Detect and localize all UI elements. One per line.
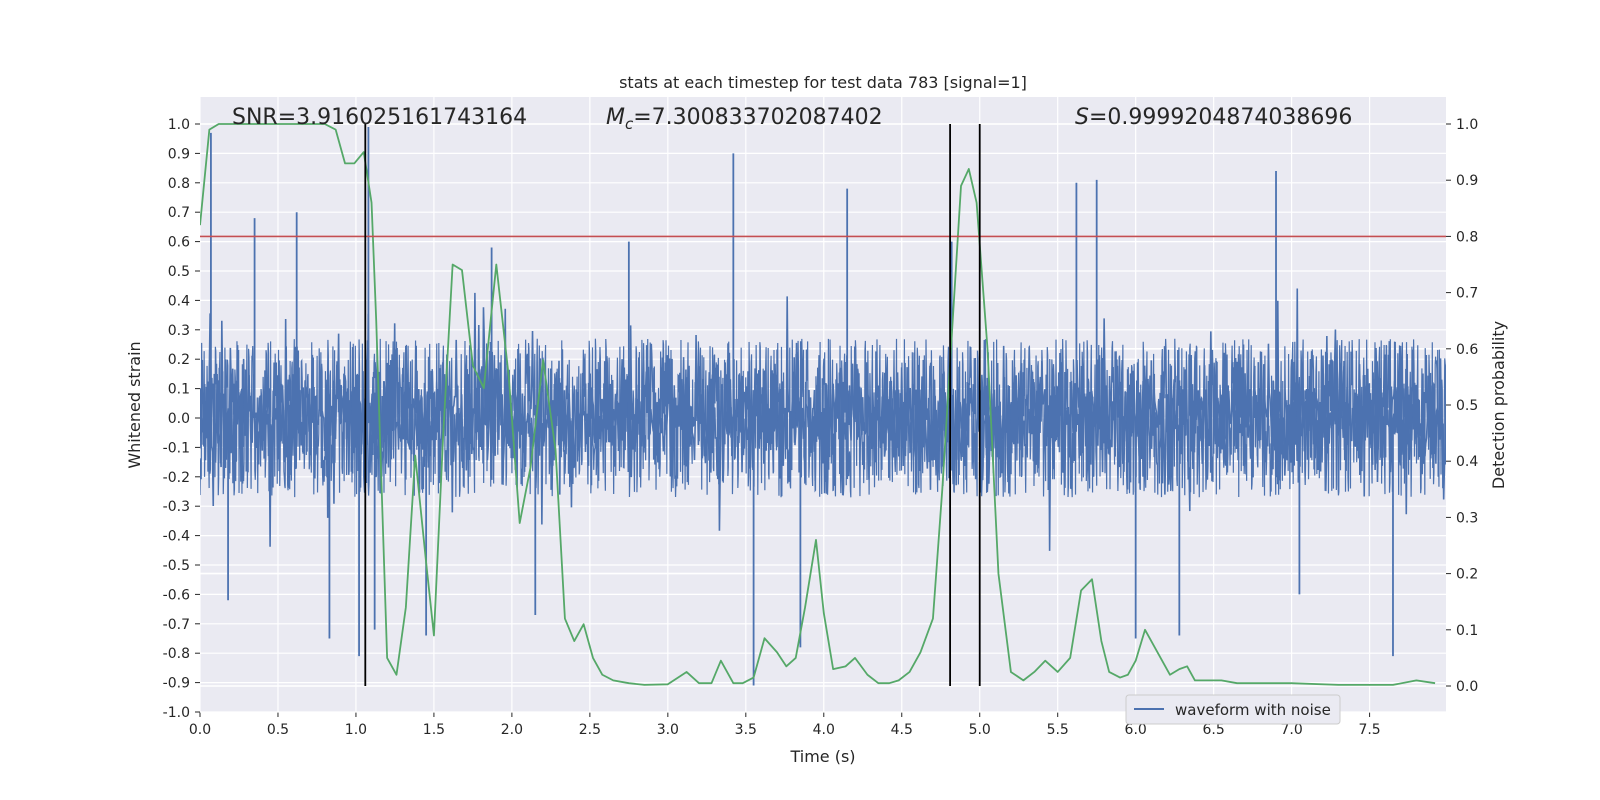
x-axis-title: Time (s) [789,747,855,766]
y-right-tick-label: 1.0 [1456,117,1478,133]
y-tick-label: -0.2 [163,470,190,486]
snr-annotation: SNR=3.916025161743164 [232,105,527,130]
y-tick-label: 0.3 [168,323,190,339]
x-tick-label: 3.5 [735,722,757,738]
x-tick-label: 5.0 [969,722,991,738]
y-tick-label: -0.4 [163,529,190,545]
y-tick-label: 0.2 [168,352,190,368]
y-right-tick-label: 0.1 [1456,623,1478,639]
y-tick-label: -0.5 [163,558,190,574]
chirp-mass-subscript: c [625,115,634,133]
legend-box [1125,694,1341,725]
chirp-mass-annotation: Mc=7.300833702087402 [606,105,883,133]
y-tick-label: -0.3 [163,499,190,515]
y-right-tick-label: 0.3 [1456,510,1478,526]
y-right-tick-label: 0.8 [1456,229,1478,245]
y-tick-label: 0.5 [168,264,190,280]
x-tick-label: 7.0 [1280,722,1302,738]
strain-series [200,126,1446,686]
legend-label: waveform with noise [1175,701,1331,719]
x-tick-label: 1.5 [423,722,445,738]
x-tick-label: 0.0 [189,722,211,738]
y-tick-label: 1.0 [168,117,190,133]
chirp-mass-symbol: M [606,105,625,130]
y-right-tick-label: 0.6 [1456,342,1478,358]
y-right-tick-label: 0.0 [1456,679,1478,695]
y-tick-label: -0.1 [163,440,190,456]
x-tick-label: 1.0 [345,722,367,738]
legend: waveform with noise [1125,694,1341,725]
x-tick-label: 3.0 [657,722,679,738]
x-tick-label: 4.5 [891,722,913,738]
y-tick-label: -0.6 [163,587,190,603]
y-right-tick-label: 0.5 [1456,398,1478,414]
x-tick-labels: 0.0 0.5 1.0 1.5 2.0 2.5 3.0 3.5 4.0 4.5 5.0 5.5 6.0 6… [189,722,1381,738]
chirp-mass-value: =7.300833702087402 [633,105,882,130]
x-tick-label: 6.0 [1125,722,1147,738]
y-tick-label: 0.9 [168,146,190,162]
score-value: =0.9999204874038696 [1089,105,1352,130]
x-tick-label: 2.5 [579,722,601,738]
probability-line [200,123,1436,686]
score-annotation: S=0.9999204874038696 [1075,105,1352,130]
x-tick-label: 4.0 [813,722,835,738]
y-tick-labels: 1.0 0.9 0.8 0.7 0.6 0.5 0.4 0.3 0.2 0.1 0.0 -0.1 -0.… [163,117,190,721]
y-tick-label: -0.8 [163,646,190,662]
y-tick-label: 0.1 [168,382,190,398]
y-tick-label: 0.8 [168,176,190,192]
y-axis-title: Whitened strain [125,341,144,468]
y-tick-label: -0.7 [163,617,190,633]
y-right-tick-labels: 1.0 0.9 0.8 0.7 0.6 0.5 0.4 0.3 0.2 0.1 0.0 [1456,117,1478,695]
chart-title: stats at each timestep for test data 783… [619,73,1027,92]
y-tick-label: 0.0 [168,411,190,427]
y-right-tick-label: 0.9 [1456,173,1478,189]
x-tick-label: 7.5 [1358,722,1380,738]
x-tick-label: 0.5 [267,722,289,738]
y-right-axis-title: Detection probability [1489,321,1508,489]
x-tick-label: 2.0 [501,722,523,738]
y-right-tick-label: 0.7 [1456,286,1478,302]
y-right-tick-label: 0.4 [1456,454,1478,470]
probability-series [200,123,1446,686]
marker-lines [364,124,981,686]
y-tick-label: 0.7 [168,205,190,221]
y-tick-label: -0.9 [163,676,190,692]
y-tick-label: -1.0 [163,705,190,721]
y-right-tick-label: 0.2 [1456,567,1478,583]
x-tick-label: 5.5 [1047,722,1069,738]
y-tick-label: 0.6 [168,235,190,251]
strain-core [200,338,1446,498]
y-tick-label: 0.4 [168,293,190,309]
x-tick-label: 6.5 [1203,722,1225,738]
score-symbol: S [1075,105,1089,130]
